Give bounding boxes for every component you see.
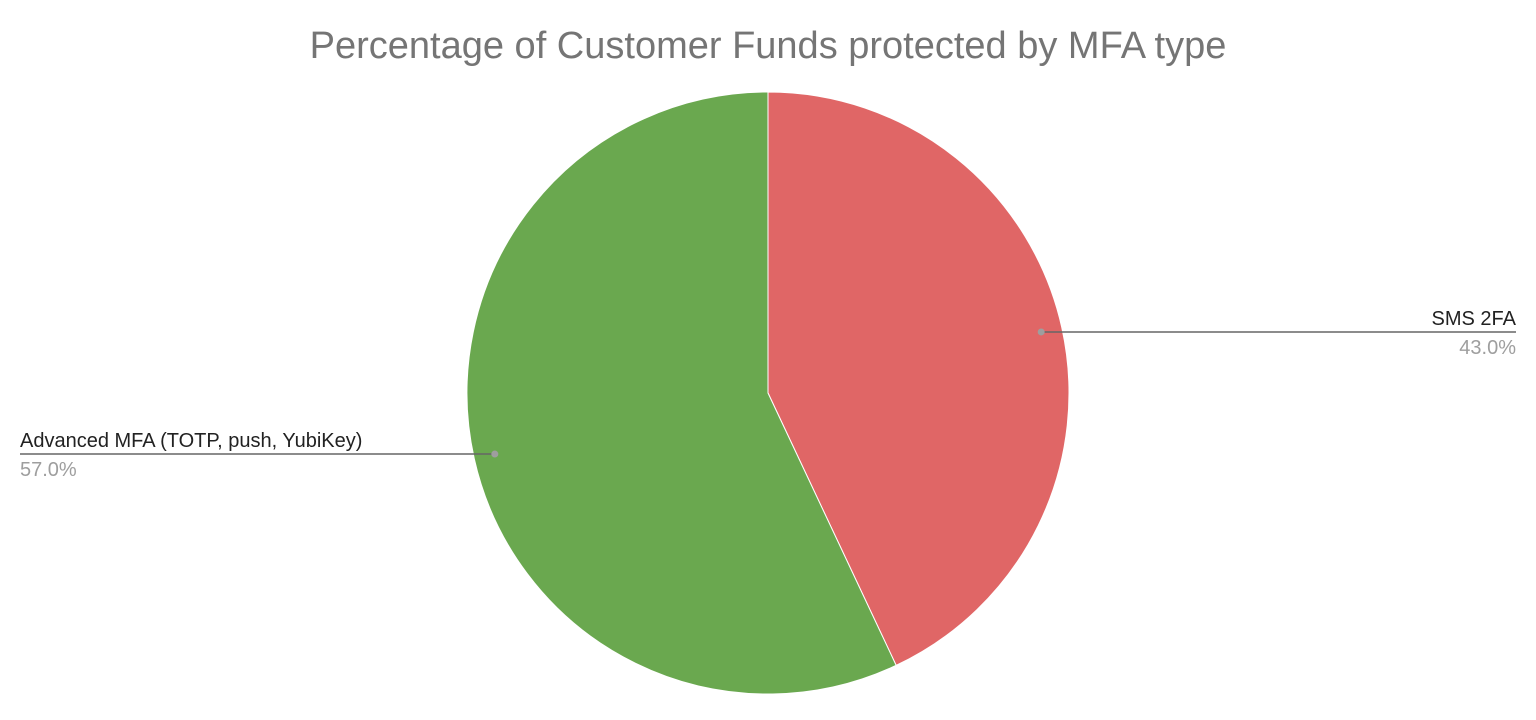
chart-title: Percentage of Customer Funds protected b… [310,25,1227,67]
pie-slice-1 [466,91,897,695]
slice-percent-0: 43.0% [1459,337,1516,359]
leader-dot-0 [1037,328,1045,336]
slices-layer [466,91,1070,695]
slice-percent-1: 57.0% [20,459,77,481]
slice-label-1: Advanced MFA (TOTP, push, YubiKey) [20,430,362,452]
pie-slice-0 [767,91,1070,667]
leader-dot-1 [491,450,499,458]
slice-label-0: SMS 2FA [1432,308,1517,330]
labels-layer: SMS 2FA 43.0% Advanced MFA (TOTP, push, Yu… [20,308,1517,481]
